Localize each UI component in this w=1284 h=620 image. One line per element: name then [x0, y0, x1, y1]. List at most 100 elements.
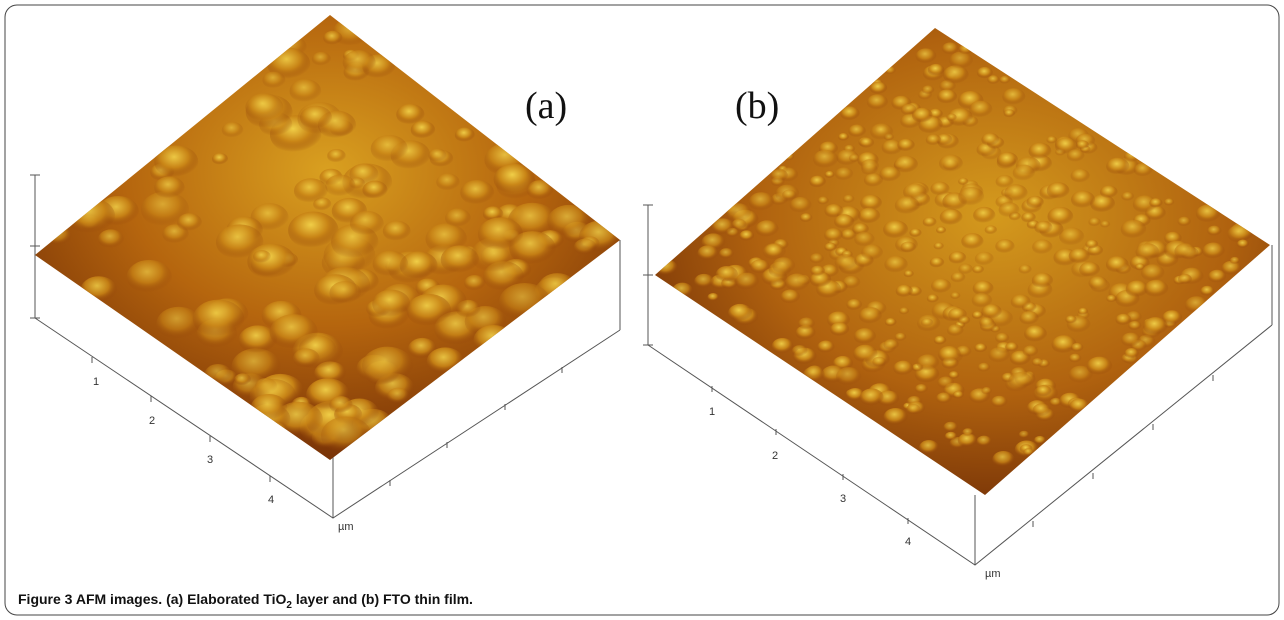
surface-texture — [245, 93, 283, 122]
surface-texture — [854, 328, 876, 345]
surface-texture — [1005, 342, 1018, 352]
surface-texture — [694, 274, 714, 289]
surface-texture — [884, 256, 907, 274]
surface-texture — [441, 245, 479, 274]
surface-texture — [362, 347, 413, 385]
surface-texture — [969, 101, 992, 118]
surface-texture — [1004, 109, 1015, 118]
surface-texture — [436, 173, 460, 191]
surface-texture — [883, 220, 908, 239]
surface-texture — [947, 324, 964, 336]
surface-texture — [949, 251, 967, 264]
surface-texture — [937, 89, 957, 104]
surface-texture — [732, 219, 747, 230]
surface-texture — [867, 94, 888, 110]
surface-texture — [835, 167, 853, 181]
surface-texture — [1124, 348, 1139, 359]
surface-texture — [895, 333, 907, 342]
surface-texture — [813, 150, 838, 169]
surface-texture — [771, 169, 789, 182]
surface-texture — [893, 361, 913, 376]
surface-texture — [1032, 273, 1053, 289]
surface-texture — [460, 180, 494, 205]
surface-texture — [1115, 314, 1131, 326]
surface-texture — [1004, 184, 1027, 202]
surface-texture — [917, 354, 940, 371]
surface-texture — [931, 279, 951, 294]
surface-texture — [127, 260, 172, 294]
unit-label: µm — [985, 568, 1001, 580]
surface-texture — [1174, 243, 1196, 259]
surface-texture — [919, 440, 939, 455]
surface-texture — [838, 133, 849, 141]
surface-texture — [1013, 165, 1035, 182]
figure: 1 2 3 4 µm (a) 1 2 3 4 µm (b) Figure 3 A… — [0, 0, 1284, 620]
surface-texture — [901, 104, 917, 116]
surface-texture — [824, 228, 843, 242]
surface-texture — [974, 343, 987, 353]
surface-texture — [1065, 315, 1076, 324]
surface-texture — [1071, 191, 1095, 209]
surface-texture — [1047, 182, 1070, 199]
surface-texture — [858, 208, 880, 224]
surface-texture — [854, 232, 875, 247]
surface-texture — [975, 252, 994, 266]
surface-texture — [991, 396, 1007, 408]
surface-texture — [325, 175, 355, 198]
surface-texture — [1230, 257, 1240, 265]
surface-texture — [834, 214, 854, 229]
surface-texture — [1200, 286, 1214, 297]
surface-texture — [756, 220, 779, 237]
surface-texture — [1069, 248, 1090, 264]
surface-texture — [1071, 169, 1090, 183]
surface-texture — [1019, 265, 1032, 275]
axis-label: 4 — [905, 536, 911, 548]
surface-texture — [697, 245, 718, 261]
surface-texture — [977, 67, 993, 79]
surface-texture — [861, 159, 879, 173]
surface-texture — [1202, 243, 1224, 260]
surface-texture — [915, 384, 928, 394]
surface-texture — [1047, 207, 1073, 226]
surface-texture — [870, 123, 893, 140]
surface-texture — [1100, 185, 1118, 198]
surface-texture — [782, 190, 796, 201]
surface-texture — [1164, 198, 1174, 206]
surface-texture — [247, 244, 295, 280]
surface-texture — [936, 227, 946, 235]
surface-texture — [1023, 346, 1039, 358]
surface-texture — [1011, 294, 1031, 309]
surface-texture — [407, 294, 452, 327]
surface-texture — [904, 270, 914, 278]
axis-label: 4 — [268, 494, 274, 506]
surface-texture — [574, 239, 597, 256]
surface-texture — [371, 135, 408, 163]
surface-texture — [792, 345, 808, 357]
surface-texture — [1106, 295, 1117, 303]
axis-label: 1 — [93, 376, 99, 388]
surface-texture — [262, 72, 285, 89]
surface-texture — [1088, 218, 1100, 227]
surface-texture — [860, 137, 875, 148]
surface-texture — [836, 367, 862, 386]
panel-label: (a) — [525, 85, 567, 127]
surface-texture — [1121, 220, 1147, 239]
surface-texture — [1085, 240, 1098, 250]
surface-texture — [916, 48, 937, 64]
surface-texture — [1002, 88, 1025, 105]
surface-texture — [288, 212, 338, 250]
surface-texture — [1178, 274, 1192, 285]
surface-texture — [781, 290, 800, 305]
surface-texture — [927, 294, 939, 303]
surface-texture — [1089, 276, 1108, 290]
surface-texture — [843, 195, 855, 204]
surface-texture — [270, 314, 318, 350]
surface-texture — [1144, 280, 1168, 298]
surface-texture — [883, 339, 898, 351]
surface-texture — [1100, 221, 1110, 229]
surface-texture — [222, 122, 244, 138]
surface-texture — [1019, 311, 1038, 326]
surface-texture — [798, 317, 815, 330]
surface-texture — [846, 299, 862, 311]
surface-texture — [1136, 243, 1160, 261]
